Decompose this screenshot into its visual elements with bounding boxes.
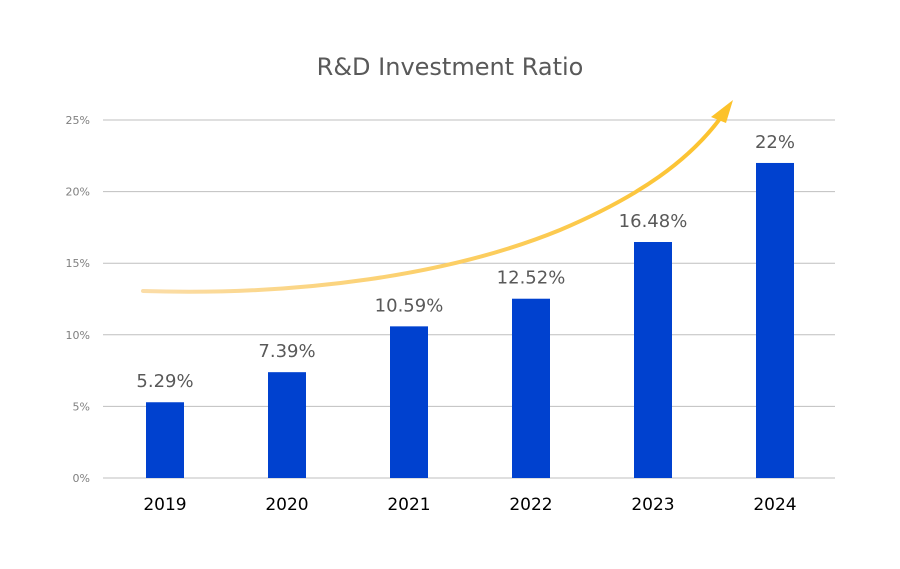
- data-label: 7.39%: [258, 341, 315, 362]
- x-tick-label: 2020: [265, 495, 308, 515]
- y-tick-label: 0%: [73, 472, 90, 485]
- data-label: 5.29%: [136, 371, 193, 392]
- trend-arrow: [141, 100, 733, 294]
- y-tick-label: 5%: [73, 400, 90, 413]
- y-tick-label: 25%: [66, 114, 90, 127]
- bar: [512, 298, 550, 478]
- data-label: 16.48%: [619, 211, 688, 232]
- y-tick-label: 10%: [66, 329, 90, 342]
- data-label: 22%: [755, 132, 795, 153]
- bar: [634, 242, 672, 478]
- bar: [268, 372, 306, 478]
- x-tick-label: 2023: [631, 495, 674, 515]
- x-tick-label: 2019: [143, 495, 186, 515]
- chart-title: R&D Investment Ratio: [317, 53, 584, 81]
- data-label: 10.59%: [375, 295, 444, 316]
- bar: [146, 402, 184, 478]
- x-tick-label: 2024: [753, 495, 796, 515]
- bar: [390, 326, 428, 478]
- x-tick-label: 2021: [387, 495, 430, 515]
- bar: [756, 162, 794, 478]
- y-tick-label: 15%: [66, 257, 90, 270]
- y-tick-label: 20%: [66, 186, 90, 199]
- data-label: 12.52%: [497, 268, 566, 289]
- x-tick-label: 2022: [509, 495, 552, 515]
